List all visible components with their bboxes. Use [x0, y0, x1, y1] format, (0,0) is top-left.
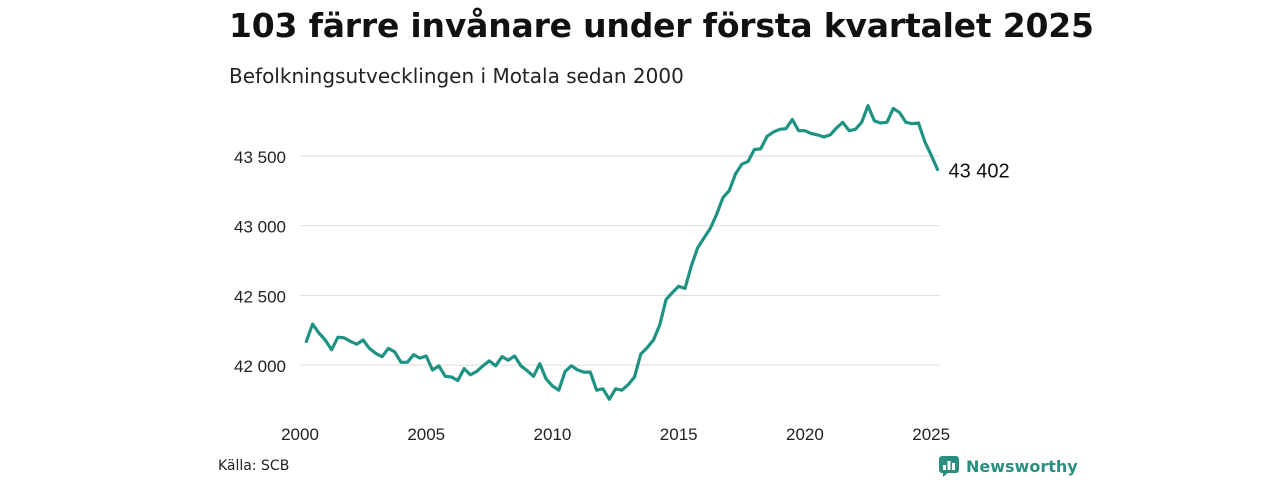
- chart-title: 103 färre invånare under första kvartale…: [229, 6, 1094, 45]
- y-tick-label: 42 000: [234, 357, 286, 376]
- y-tick-label: 42 500: [234, 287, 286, 306]
- gridlines: [300, 155, 940, 366]
- newsworthy-logo-icon: [939, 456, 959, 477]
- end-value-label: 43 402: [948, 160, 1009, 182]
- brand-logo[interactable]: Newsworthy: [938, 455, 1078, 477]
- y-tick-label: 43 000: [234, 218, 286, 237]
- x-tick-label: 2025: [912, 425, 950, 444]
- series-layer: [304, 104, 940, 401]
- population-series-line: [304, 104, 940, 401]
- chart-subtitle: Befolkningsutvecklingen i Motala sedan 2…: [229, 64, 684, 88]
- x-tick-label: 2010: [534, 425, 572, 444]
- x-tick-label: 2005: [407, 425, 445, 444]
- y-tick-label: 43 500: [234, 148, 286, 167]
- x-tick-label: 2015: [660, 425, 698, 444]
- x-tick-label: 2000: [281, 425, 319, 444]
- x-axis-tick-labels: 2000 2005 2010 2015 2020 2025: [281, 425, 950, 444]
- brand-name: Newsworthy: [966, 456, 1078, 476]
- y-axis-tick-labels: 42 000 42 500 43 000 43 500: [234, 148, 286, 376]
- x-tick-label: 2020: [786, 425, 824, 444]
- source-note: Källa: SCB: [218, 458, 290, 474]
